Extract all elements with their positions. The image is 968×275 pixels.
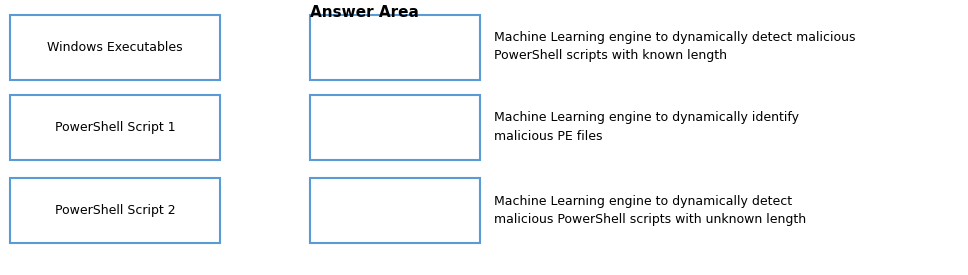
Text: Machine Learning engine to dynamically detect
malicious PowerShell scripts with : Machine Learning engine to dynamically d… <box>494 196 806 227</box>
Text: PowerShell Script 1: PowerShell Script 1 <box>54 121 175 134</box>
Bar <box>10 178 220 243</box>
Bar <box>310 15 480 80</box>
Bar <box>10 95 220 160</box>
Text: Machine Learning engine to dynamically detect malicious
PowerShell scripts with : Machine Learning engine to dynamically d… <box>494 32 856 62</box>
Text: Windows Executables: Windows Executables <box>47 41 183 54</box>
Bar <box>310 95 480 160</box>
Bar <box>10 15 220 80</box>
Text: Machine Learning engine to dynamically identify
malicious PE files: Machine Learning engine to dynamically i… <box>494 111 799 142</box>
Text: PowerShell Script 2: PowerShell Script 2 <box>54 204 175 217</box>
Bar <box>310 178 480 243</box>
Text: Answer Area: Answer Area <box>310 5 419 20</box>
